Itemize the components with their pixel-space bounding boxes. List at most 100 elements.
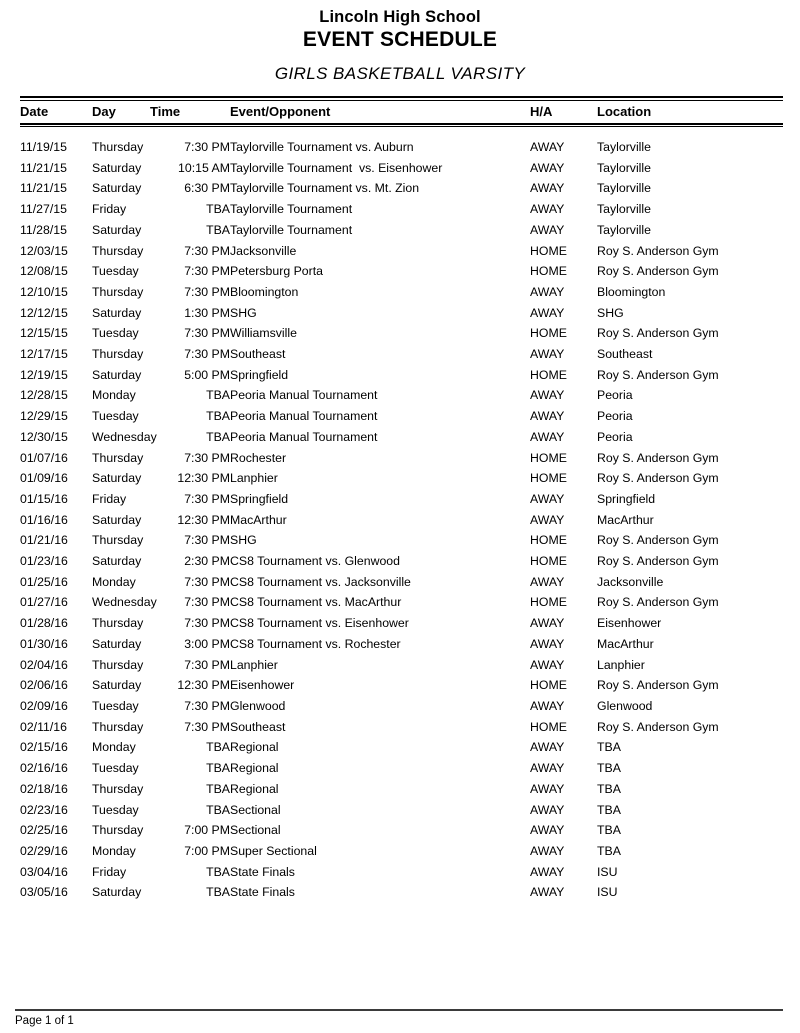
cell-event: CS8 Tournament vs. Glenwood <box>230 554 400 569</box>
cell-time: 1:30 PM <box>184 305 230 320</box>
cell-location: TBA <box>597 823 621 838</box>
table-row[interactable]: 01/25/16 Monday 7:30 PM CS8 Tournament vs. … <box>20 572 783 593</box>
table-row[interactable]: 01/30/16 Saturday 3:00 PM CS8 Tournament vs… <box>20 634 783 655</box>
cell-ha: AWAY <box>530 657 565 672</box>
table-row[interactable]: 01/09/16 Saturday 12:30 PM Lanphier HOME Roy … <box>20 468 783 489</box>
school-name: Lincoln High School <box>319 8 481 26</box>
table-row[interactable]: 02/23/16 Tuesday TBA Sectional AWAY TBA <box>20 800 783 821</box>
cell-event: Taylorville Tournament vs. Mt. Zion <box>230 181 420 196</box>
cell-location: Bloomington <box>597 284 666 299</box>
cell-time: 12:30 PM <box>177 471 230 486</box>
cell-ha: AWAY <box>530 761 565 776</box>
cell-date: 12/03/15 <box>20 243 68 258</box>
cell-date: 01/15/16 <box>20 491 68 506</box>
cell-date: 12/30/15 <box>20 429 68 444</box>
cell-day: Saturday <box>92 512 142 527</box>
table-row[interactable]: 02/18/16 Thursday TBA Regional AWAY TBA <box>20 779 783 800</box>
cell-date: 02/15/16 <box>20 740 68 755</box>
cell-time: TBA <box>206 781 230 796</box>
table-row[interactable]: 12/15/15 Tuesday 7:30 PM Williamsville HOME R… <box>20 323 783 344</box>
cell-day: Saturday <box>92 305 142 320</box>
cell-ha: AWAY <box>530 781 565 796</box>
cell-date: 02/25/16 <box>20 823 68 838</box>
cell-date: 01/21/16 <box>20 533 68 548</box>
cell-time: TBA <box>206 761 230 776</box>
cell-day: Saturday <box>92 636 142 651</box>
table-row[interactable]: 12/12/15 Saturday 1:30 PM SHG AWAY SHG <box>20 303 783 324</box>
table-row[interactable]: 12/19/15 Saturday 5:00 PM Springfield HOME Ro… <box>20 365 783 386</box>
table-row[interactable]: 01/27/16 Wednesday 7:30 PM CS8 Tournament v… <box>20 592 783 613</box>
cell-location: MacArthur <box>597 636 654 651</box>
cell-location: TBA <box>597 761 621 776</box>
column-header-location[interactable]: Location <box>597 104 652 119</box>
table-row[interactable]: 01/07/16 Thursday 7:30 PM Rochester HOME Roy … <box>20 448 783 469</box>
cell-ha: HOME <box>530 471 567 486</box>
column-header-date[interactable]: Date <box>20 104 49 119</box>
cell-event: Regional <box>230 761 279 776</box>
table-row[interactable]: 02/15/16 Monday TBA Regional AWAY TBA <box>20 737 783 758</box>
table-row[interactable]: 12/03/15 Thursday 7:30 PM Jacksonville HOME R… <box>20 241 783 262</box>
cell-day: Tuesday <box>92 409 139 424</box>
cell-event: Rochester <box>230 450 287 465</box>
table-row[interactable]: 12/08/15 Tuesday 7:30 PM Petersburg Porta HO… <box>20 261 783 282</box>
cell-ha: AWAY <box>530 140 565 154</box>
table-row[interactable]: 02/06/16 Saturday 12:30 PM Eisenhower HOME Ro… <box>20 675 783 696</box>
cell-time: 7:30 PM <box>184 533 230 548</box>
table-row[interactable]: 01/15/16 Friday 7:30 PM Springfield AWAY Spri… <box>20 489 783 510</box>
table-row[interactable]: 02/16/16 Tuesday TBA Regional AWAY TBA <box>20 758 783 779</box>
cell-ha: AWAY <box>530 636 565 651</box>
table-row[interactable]: 01/23/16 Saturday 2:30 PM CS8 Tournament vs… <box>20 551 783 572</box>
cell-location: Taylorville <box>597 181 651 196</box>
cell-location: ISU <box>597 864 618 879</box>
cell-time: 7:30 PM <box>184 347 230 362</box>
table-row[interactable]: 03/05/16 Saturday TBA State Finals AWAY ISU <box>20 882 783 903</box>
table-row[interactable]: 11/21/15 Saturday 6:30 PM Taylorville Tourn… <box>20 178 783 199</box>
cell-ha: AWAY <box>530 512 565 527</box>
cell-date: 12/08/15 <box>20 264 68 279</box>
table-row[interactable]: 01/16/16 Saturday 12:30 PM MacArthur AWAY Mac… <box>20 510 783 531</box>
table-row[interactable]: 02/04/16 Thursday 7:30 PM Lanphier AWAY Lanph… <box>20 655 783 676</box>
cell-date: 02/16/16 <box>20 761 68 776</box>
cell-date: 03/04/16 <box>20 864 68 879</box>
table-row[interactable]: 11/21/15 Saturday 10:15 AM Taylorville Tour… <box>20 158 783 179</box>
table-row[interactable]: 12/17/15 Thursday 7:30 PM Southeast AWAY Sout… <box>20 344 783 365</box>
cell-time: 7:30 PM <box>184 326 230 341</box>
cell-time: TBA <box>206 429 230 444</box>
cell-ha: AWAY <box>530 160 565 175</box>
cell-day: Tuesday <box>92 761 139 776</box>
cell-time: TBA <box>206 740 230 755</box>
table-row[interactable]: 02/29/16 Monday 7:00 PM Super Sectional AWAY… <box>20 841 783 862</box>
table-header-rule <box>20 123 783 125</box>
table-row[interactable]: 02/09/16 Tuesday 7:30 PM Glenwood AWAY Glenwo… <box>20 696 783 717</box>
table-row[interactable]: 11/27/15 Friday TBA Taylorville Tournament A… <box>20 199 783 220</box>
table-top-rule-secondary <box>20 100 783 101</box>
cell-time: 7:30 PM <box>184 140 230 154</box>
column-header-day[interactable]: Day <box>92 104 116 119</box>
table-row[interactable]: 01/21/16 Thursday 7:30 PM SHG HOME Roy S. And… <box>20 530 783 551</box>
cell-ha: HOME <box>530 554 567 569</box>
cell-ha: HOME <box>530 678 567 693</box>
table-row[interactable]: 12/29/15 Tuesday TBA Peoria Manual Tourname… <box>20 406 783 427</box>
table-row[interactable]: 11/19/15 Thursday 7:30 PM Taylorville Tourn… <box>20 137 783 158</box>
schedule-table: Date Day Time Event/Opponent H/A Locatio… <box>20 101 783 123</box>
table-row[interactable]: 12/10/15 Thursday 7:30 PM Bloomington AWAY Bl… <box>20 282 783 303</box>
cell-location: TBA <box>597 843 621 858</box>
schedule-subtitle: GIRLS BASKETBALL VARSITY <box>274 64 526 83</box>
table-row[interactable]: 02/25/16 Thursday 7:00 PM Sectional AWAY TBA <box>20 820 783 841</box>
cell-ha: HOME <box>530 595 567 610</box>
column-header-event[interactable]: Event/Opponent <box>230 104 331 119</box>
cell-event: Regional <box>230 740 279 755</box>
cell-location: Roy S. Anderson Gym <box>597 264 719 279</box>
table-row[interactable]: 01/28/16 Thursday 7:30 PM CS8 Tournament vs… <box>20 613 783 634</box>
column-header-ha[interactable]: H/A <box>530 104 553 119</box>
cell-event: Sectional <box>230 802 281 817</box>
column-header-time[interactable]: Time <box>150 104 181 119</box>
cell-date: 12/12/15 <box>20 305 68 320</box>
cell-location: Roy S. Anderson Gym <box>597 678 719 693</box>
table-row[interactable]: 12/30/15 Wednesday TBA Peoria Manual Tourna… <box>20 427 783 448</box>
table-row[interactable]: 03/04/16 Friday TBA State Finals AWAY ISU <box>20 862 783 883</box>
table-row[interactable]: 02/11/16 Thursday 7:30 PM Southeast HOME Roy … <box>20 717 783 738</box>
table-row[interactable]: 12/28/15 Monday TBA Peoria Manual Tournamen… <box>20 385 783 406</box>
cell-time: 7:30 PM <box>184 719 230 734</box>
table-row[interactable]: 11/28/15 Saturday TBA Taylorville Tournamen… <box>20 220 783 241</box>
